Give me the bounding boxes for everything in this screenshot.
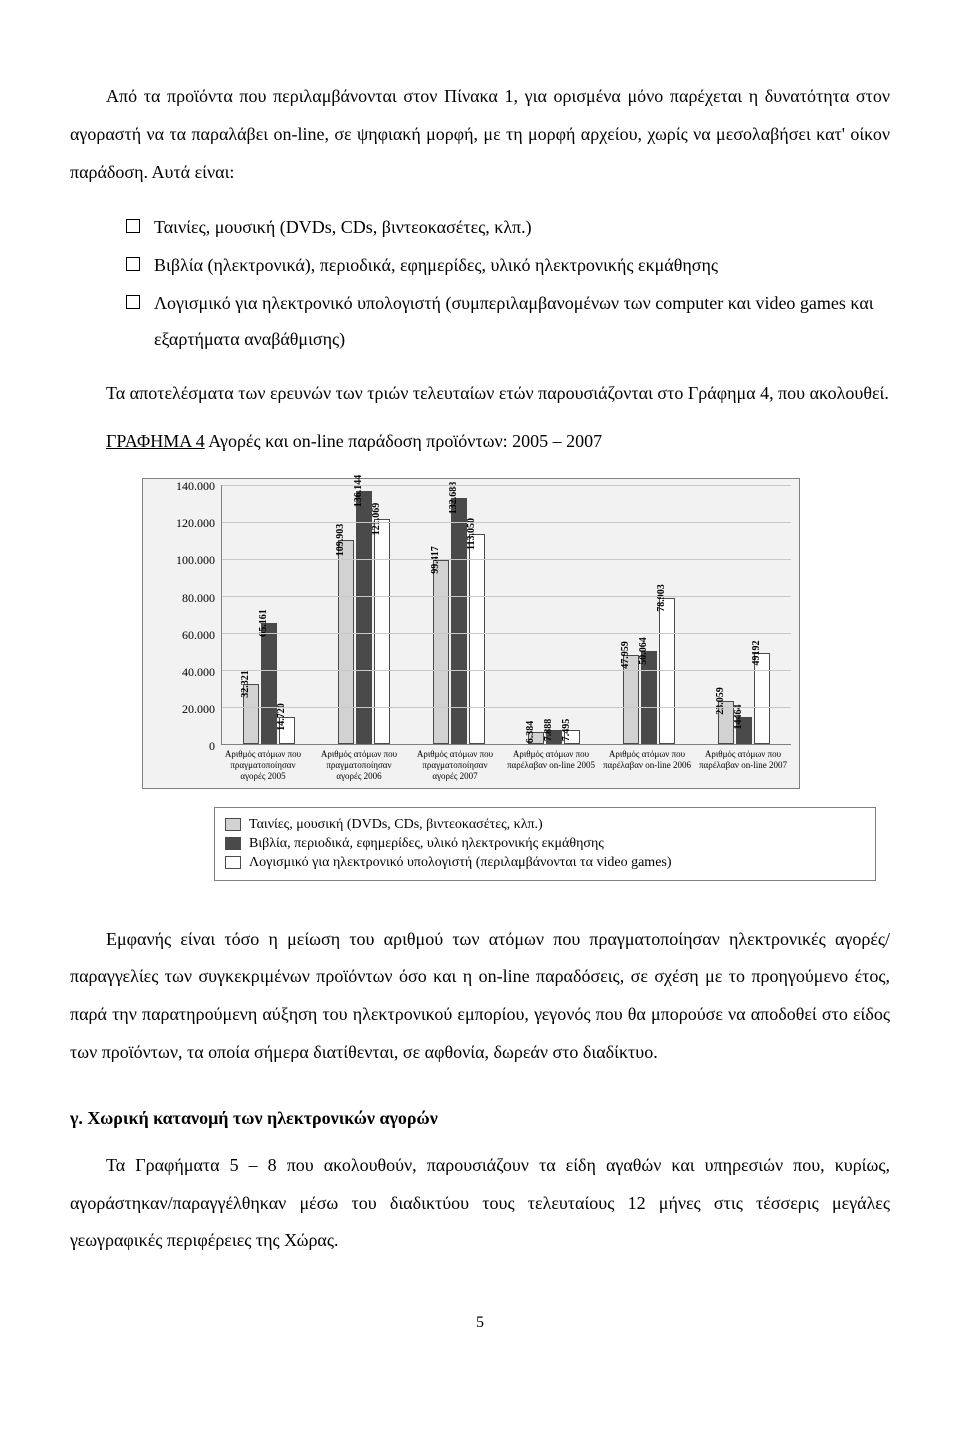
chart-bar-group: 99.417132.688113.050 xyxy=(412,485,507,744)
chart-bar: 7.888 xyxy=(546,730,562,745)
chart-bar: 32.321 xyxy=(243,684,259,744)
legend-swatch-icon xyxy=(225,856,241,869)
chart-bar-group: 109.903136.144121.069 xyxy=(317,485,412,744)
legend-swatch-icon xyxy=(225,818,241,831)
chart-bar-group: 23.0591446449192 xyxy=(696,485,791,744)
section-heading-gamma: γ. Χωρική κατανομή των ηλεκτρονικών αγορ… xyxy=(70,1108,890,1129)
chart-x-label: Αριθμός ατόμων που πραγματοποίησαν αγορέ… xyxy=(215,749,311,781)
chart-x-label: Αριθμός ατόμων που πραγματοποίησαν αγορέ… xyxy=(407,749,503,781)
chart-bar: 109.903 xyxy=(338,540,354,744)
chart-x-label: Αριθμός ατόμων που πραγματοποίησαν αγορέ… xyxy=(311,749,407,781)
bullet-item: Βιβλία (ηλεκτρονικά), περιοδικά, εφημερί… xyxy=(154,247,718,283)
bar-chart: 140.000120.000100.00080.00060.00040.0002… xyxy=(142,478,890,880)
chart-title: ΓΡΑΦΗΜΑ 4 Αγορές και on-line παράδοση πρ… xyxy=(106,431,890,452)
analysis-paragraph: Εμφανής είναι τόσο η μείωση του αριθμού … xyxy=(70,921,890,1072)
chart-bar: 47.959 xyxy=(623,655,639,744)
bullet-item: Ταινίες, μουσική (DVDs, CDs, βιντεοκασέτ… xyxy=(154,209,532,245)
page-number: 5 xyxy=(70,1314,890,1332)
chart-bar: 49192 xyxy=(754,653,770,744)
chart-bar: 121.069 xyxy=(374,519,390,744)
chart-x-axis: Αριθμός ατόμων που πραγματοποίησαν αγορέ… xyxy=(215,749,791,781)
bullet-item: Λογισμικό για ηλεκτρονικό υπολογιστή (συ… xyxy=(154,285,890,357)
chart-bar: 113.050 xyxy=(469,534,485,744)
square-bullet-icon xyxy=(126,295,140,309)
spatial-distribution-paragraph: Τα Γραφήματα 5 – 8 που ακολουθούν, παρου… xyxy=(70,1147,890,1260)
chart-bar: 99.417 xyxy=(433,560,449,745)
chart-bar: 7.495 xyxy=(564,730,580,744)
legend-label: Βιβλία, περιοδικά, εφημερίδες, υλικό ηλε… xyxy=(249,836,604,852)
chart-x-label: Αριθμός ατόμων που παρέλαβαν on-line 200… xyxy=(599,749,695,781)
square-bullet-icon xyxy=(126,257,140,271)
chart-bar: 14464 xyxy=(736,717,752,744)
chart-plot-area: 32.32165.16114.720109.903136.144121.0699… xyxy=(221,485,791,745)
intro-paragraph: Από τα προϊόντα που περιλαμβάνονται στον… xyxy=(70,78,890,191)
bullet-list: Ταινίες, μουσική (DVDs, CDs, βιντεοκασέτ… xyxy=(126,209,890,357)
chart-x-label: Αριθμός ατόμων που παρέλαβαν on-line 200… xyxy=(695,749,791,781)
square-bullet-icon xyxy=(126,219,140,233)
legend-label: Ταινίες, μουσική (DVDs, CDs, βιντεοκασέτ… xyxy=(249,817,543,833)
chart-legend: Ταινίες, μουσική (DVDs, CDs, βιντεοκασέτ… xyxy=(214,807,876,881)
chart-bar: 6.384 xyxy=(528,732,544,744)
chart-bar-group: 6.3847.8887.495 xyxy=(506,485,601,744)
chart-bar: 50.064 xyxy=(641,651,657,744)
research-results-paragraph: Τα αποτελέσματα των ερευνών των τριών τε… xyxy=(106,375,890,413)
chart-bar: 14.720 xyxy=(279,717,295,744)
chart-bar-group: 32.32165.16114.720 xyxy=(222,485,317,744)
chart-y-axis: 140.000120.000100.00080.00060.00040.0002… xyxy=(151,485,221,745)
chart-bar: 65.161 xyxy=(261,623,277,744)
chart-bar-group: 47.95950.06478.903 xyxy=(601,485,696,744)
legend-swatch-icon xyxy=(225,837,241,850)
legend-label: Λογισμικό για ηλεκτρονικό υπολογιστή (πε… xyxy=(249,855,672,871)
chart-x-label: Αριθμός ατόμων που παρέλαβαν on-line 200… xyxy=(503,749,599,781)
